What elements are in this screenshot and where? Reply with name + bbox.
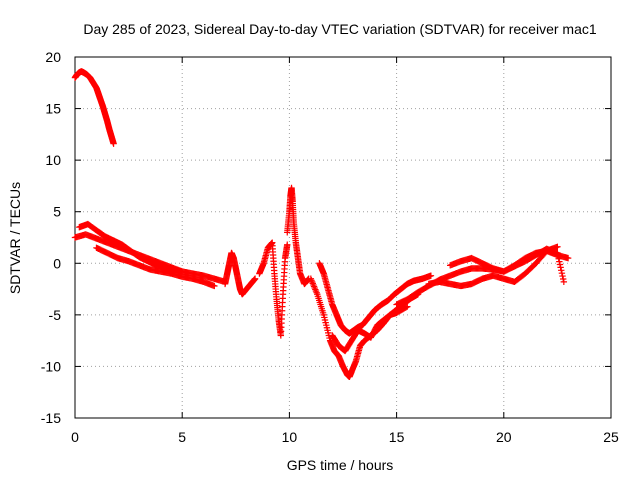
data-point bbox=[558, 269, 566, 277]
data-point bbox=[251, 275, 259, 282]
data-point bbox=[557, 264, 564, 271]
data-point bbox=[559, 275, 567, 283]
data-points bbox=[71, 68, 572, 380]
x-tick-label: 0 bbox=[71, 429, 79, 445]
series-track-g bbox=[447, 245, 568, 286]
y-tick-label: 5 bbox=[53, 204, 61, 220]
y-axis: 20 15 10 5 0 -5 -10 -15 bbox=[41, 49, 611, 426]
data-point bbox=[554, 243, 561, 250]
x-tick-label: 5 bbox=[178, 429, 186, 445]
series-track-c bbox=[93, 244, 218, 290]
y-tick-label: -5 bbox=[49, 307, 62, 323]
series-ridge-12h bbox=[316, 260, 435, 337]
x-tick-label: 20 bbox=[496, 429, 512, 445]
data-point bbox=[556, 258, 563, 265]
series-top-arc bbox=[71, 68, 117, 147]
data-point bbox=[555, 255, 562, 262]
series-track-d bbox=[329, 303, 411, 355]
data-point bbox=[559, 272, 566, 280]
data-point bbox=[404, 303, 411, 310]
y-tick-label: -15 bbox=[41, 410, 61, 426]
y-tick-label: 20 bbox=[45, 49, 61, 65]
y-tick-label: 10 bbox=[45, 152, 61, 168]
series-track-b bbox=[76, 220, 186, 275]
series-spike-10h bbox=[284, 184, 312, 288]
x-axis-title: GPS time / hours bbox=[287, 457, 394, 473]
data-point bbox=[558, 267, 565, 274]
data-point bbox=[560, 278, 568, 286]
series-trough-12h bbox=[307, 275, 422, 380]
data-point bbox=[110, 140, 117, 147]
chart-title: Day 285 of 2023, Sidereal Day-to-day VTE… bbox=[83, 21, 596, 37]
x-tick-label: 25 bbox=[603, 429, 619, 445]
y-tick-label: 0 bbox=[53, 255, 61, 271]
y-tick-label: 15 bbox=[45, 101, 61, 117]
y-tick-label: -10 bbox=[41, 358, 61, 374]
x-tick-label: 10 bbox=[282, 429, 298, 445]
data-point bbox=[564, 254, 572, 262]
data-point bbox=[211, 282, 218, 290]
series-track-a bbox=[71, 231, 229, 286]
series-cluster-7h bbox=[221, 249, 259, 298]
data-point bbox=[554, 252, 562, 260]
data-point bbox=[284, 241, 291, 248]
x-tick-label: 15 bbox=[389, 429, 405, 445]
data-point bbox=[427, 272, 435, 279]
y-axis-title: SDTVAR / TECUs bbox=[7, 182, 23, 294]
series-spike-9h bbox=[256, 239, 291, 339]
data-point bbox=[403, 304, 410, 311]
data-point bbox=[556, 261, 564, 268]
x-axis: 0 5 10 15 20 25 bbox=[71, 57, 619, 445]
data-point bbox=[554, 249, 561, 257]
